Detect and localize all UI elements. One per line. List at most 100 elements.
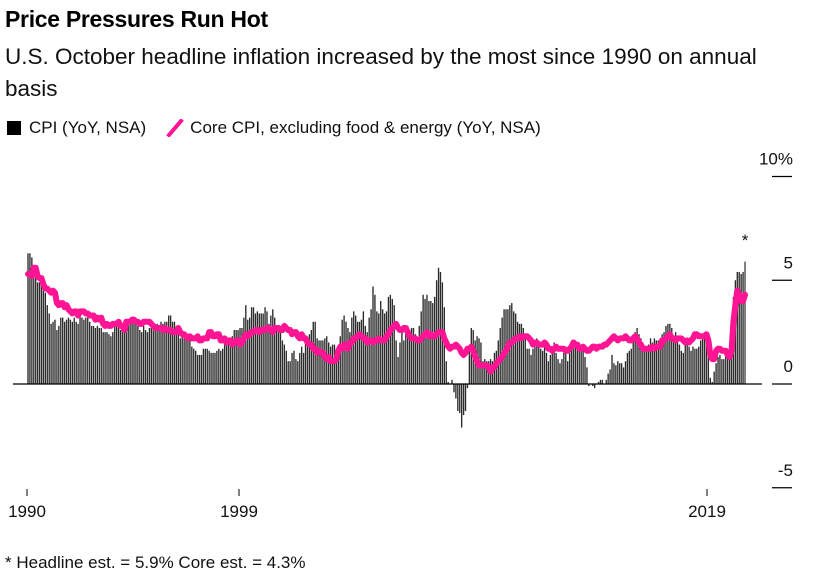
cpi-bar <box>65 319 68 384</box>
cpi-bar <box>250 307 253 384</box>
cpi-bar <box>698 346 700 384</box>
cpi-bar <box>640 338 642 384</box>
cpi-bar <box>416 342 419 384</box>
cpi-bar <box>551 346 553 384</box>
cpi-bar <box>94 327 97 384</box>
cpi-bar <box>189 340 191 384</box>
cpi-bar <box>628 350 631 384</box>
cpi-bar <box>293 350 295 384</box>
cpi-bar <box>420 311 422 385</box>
y-tick-label: 10% <box>759 150 793 169</box>
cpi-bar <box>129 323 131 384</box>
cpi-bar <box>723 359 725 384</box>
cpi-bar <box>368 317 370 384</box>
cpi-bar <box>721 359 723 384</box>
cpi-bar <box>196 354 199 384</box>
cpi-bar <box>125 325 127 384</box>
cpi-bar <box>48 313 50 384</box>
cpi-bar <box>568 352 571 385</box>
cpi-bar <box>245 305 247 384</box>
cpi-bar <box>703 332 706 385</box>
cpi-bar <box>349 332 351 385</box>
cpi-bar <box>395 340 397 384</box>
cpi-bar <box>274 317 276 384</box>
cpi-bar <box>636 327 638 384</box>
cpi-bar <box>451 379 453 384</box>
cpi-bar <box>632 340 634 384</box>
cpi-bar <box>281 340 284 384</box>
cpi-bar <box>661 334 663 384</box>
cpi-bar <box>218 348 220 384</box>
cpi-bar <box>740 274 742 384</box>
cpi-bar <box>408 330 411 384</box>
cpi-bar <box>144 330 147 384</box>
cpi-bar <box>162 323 164 384</box>
cpi-bar <box>272 309 274 384</box>
cpi-bar <box>538 346 540 384</box>
cpi-bar <box>736 271 738 384</box>
cpi-bar <box>557 359 559 384</box>
cpi-bar <box>54 319 56 384</box>
legend-bar-swatch-icon <box>7 121 21 135</box>
cpi-bar <box>237 330 239 384</box>
cpi-bar <box>445 361 447 384</box>
cpi-bar <box>673 336 675 384</box>
cpi-bar <box>701 336 704 384</box>
cpi-bar <box>711 381 713 384</box>
cpi-bar <box>195 350 197 384</box>
cpi-bar <box>329 346 332 384</box>
cpi-bar <box>528 348 530 384</box>
cpi-bar <box>570 342 573 384</box>
cpi-bar <box>160 321 162 384</box>
cpi-bar <box>121 327 124 384</box>
cpi-bar <box>258 313 260 384</box>
cpi-bar <box>112 332 114 385</box>
cpi-bar <box>191 346 193 384</box>
cpi-bar <box>401 332 403 385</box>
cpi-bar <box>96 325 99 384</box>
cpi-bar <box>447 381 449 384</box>
cpi-bar <box>146 332 149 385</box>
cpi-bar <box>646 348 648 384</box>
cpi-bar <box>210 352 212 385</box>
cpi-bar <box>193 348 195 384</box>
cpi-bar <box>71 321 74 384</box>
cpi-bar <box>356 321 359 384</box>
cpi-bar <box>333 344 336 384</box>
cpi-bar <box>690 350 692 384</box>
cpi-bar <box>183 338 185 384</box>
cpi-bar <box>605 379 607 384</box>
cpi-bar <box>31 257 33 384</box>
cpi-bar <box>79 315 81 384</box>
cpi-bar <box>177 332 180 385</box>
cpi-bar <box>158 325 160 384</box>
cpi-bar <box>179 338 181 384</box>
cpi-bar <box>33 265 35 384</box>
cpi-bar <box>63 321 66 384</box>
cpi-bar <box>252 307 255 384</box>
cpi-bar <box>561 359 563 384</box>
cpi-bar <box>405 334 407 384</box>
cpi-bar <box>46 305 48 384</box>
estimate-asterisk: * <box>742 231 749 250</box>
cpi-bar <box>231 336 233 384</box>
cpi-bar <box>102 332 104 385</box>
cpi-bar <box>464 384 467 411</box>
legend-label-core-cpi: Core CPI, excluding food & energy (YoY, … <box>190 118 541 137</box>
cpi-bar <box>312 321 314 384</box>
cpi-bar <box>584 357 586 384</box>
y-tick-label: 0 <box>784 357 793 376</box>
cpi-bar <box>655 340 658 384</box>
cpi-bar <box>457 384 459 411</box>
cpi-bar <box>738 271 740 384</box>
cpi-bar <box>331 344 334 384</box>
cpi-bar <box>524 336 526 384</box>
cpi-bar <box>345 321 347 384</box>
cpi-bar <box>545 352 548 385</box>
cpi-bar <box>439 271 442 384</box>
cpi-bar <box>615 365 617 384</box>
cpi-bar <box>133 317 135 384</box>
cpi-bar <box>649 338 652 384</box>
cpi-bar <box>663 332 665 385</box>
cpi-bar <box>607 373 609 385</box>
